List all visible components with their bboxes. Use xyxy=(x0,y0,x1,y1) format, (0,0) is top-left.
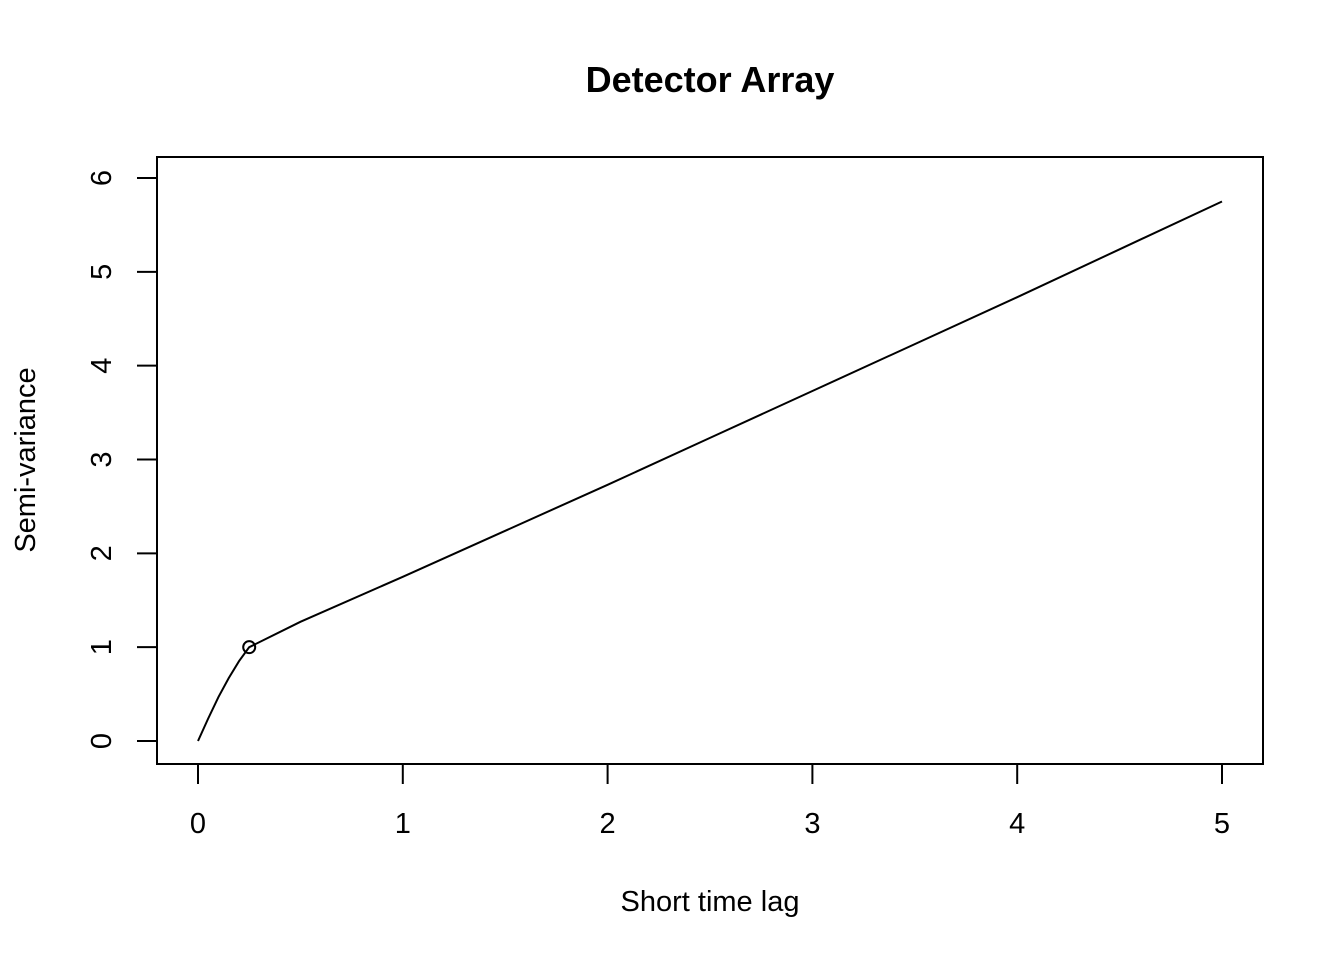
data-point-marker xyxy=(242,640,257,655)
series-layer xyxy=(197,200,1223,742)
y-tick-label: 4 xyxy=(86,358,118,374)
x-axis: 0 1 2 3 4 5 xyxy=(190,763,1230,840)
x-tick-label: 5 xyxy=(1214,808,1230,840)
x-tick-label: 0 xyxy=(190,808,206,840)
marker-layer xyxy=(242,640,257,655)
y-tick-label: 0 xyxy=(86,733,118,749)
chart-title: Detector Array xyxy=(586,59,835,100)
x-tick-label: 3 xyxy=(804,808,820,840)
series-line xyxy=(197,200,1223,742)
x-axis-label: Short time lag xyxy=(621,886,800,918)
y-tick-label: 1 xyxy=(86,639,118,655)
y-axis-label: Semi-variance xyxy=(10,367,42,552)
plot-frame xyxy=(156,156,1264,765)
x-tick-label: 1 xyxy=(395,808,411,840)
y-axis: 0 1 2 3 4 5 6 xyxy=(86,170,158,749)
y-tick-label: 2 xyxy=(86,545,118,561)
y-tick-label: 3 xyxy=(86,451,118,467)
y-tick-label: 5 xyxy=(86,264,118,280)
x-tick-label: 4 xyxy=(1009,808,1025,840)
y-tick-label: 6 xyxy=(86,170,118,186)
x-tick-label: 2 xyxy=(600,808,616,840)
